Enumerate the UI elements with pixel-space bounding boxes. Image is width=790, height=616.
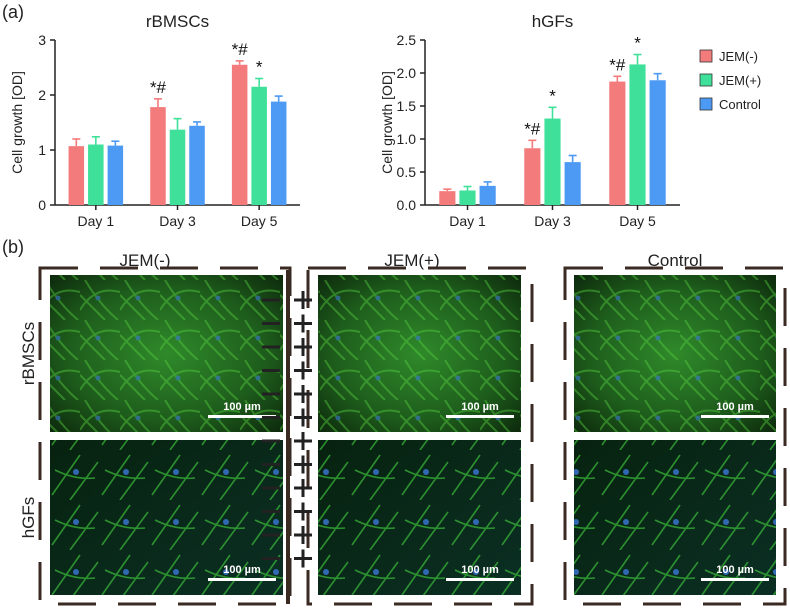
y-tick-label: 0: [38, 197, 46, 213]
micrograph-texture: [318, 275, 521, 432]
scale-bar-label: 100 µm: [461, 564, 499, 576]
micrograph-texture: [318, 440, 521, 595]
bar: [88, 144, 104, 205]
frame: [38, 266, 292, 606]
legend-label: JEM(-): [719, 49, 758, 64]
y-tick-label: 1.0: [397, 131, 417, 147]
frame: [563, 266, 787, 606]
bar: [544, 118, 561, 205]
column-label: JEM(+): [384, 251, 439, 270]
panel-label: (b): [2, 237, 24, 257]
legend-label: JEM(+): [719, 73, 761, 88]
y-axis-label: Cell growth [OD]: [379, 71, 395, 174]
bar: [231, 64, 248, 205]
legend-swatch: [699, 49, 713, 63]
scale-bar-label: 100 µm: [716, 564, 754, 576]
micrograph-texture: [574, 440, 776, 595]
chart-title: rBMSCs: [146, 12, 209, 31]
scale-bar: [208, 415, 276, 418]
micrograph-texture: [50, 275, 283, 432]
scale-bar-label: 100 µm: [223, 564, 261, 576]
scale-bar: [208, 578, 276, 581]
y-tick-label: 3: [38, 32, 46, 48]
significance-label: *#: [609, 55, 626, 74]
bar: [649, 80, 666, 205]
significance-label: *: [634, 34, 641, 53]
bar: [107, 145, 124, 205]
legend-swatch: [699, 73, 713, 87]
scale-bar: [446, 578, 514, 581]
x-tick-label: Day 5: [241, 213, 278, 229]
row-label: hGFs: [19, 497, 38, 539]
scale-bar: [446, 415, 514, 418]
image-grid: 100 µm 100 µm 100 µm 100 µm 100 µm 100 µm: [50, 275, 776, 595]
x-tick-label: Day 3: [159, 213, 196, 229]
significance-label: *: [256, 58, 263, 77]
bar: [189, 125, 205, 205]
x-tick-label: Day 1: [449, 213, 486, 229]
bar: [68, 146, 85, 205]
bar: [629, 64, 646, 205]
bar: [609, 81, 626, 205]
bar: [479, 185, 496, 205]
bar: [251, 86, 267, 205]
scale-bar-label: 100 µm: [716, 401, 754, 413]
micrograph-texture: [574, 275, 776, 432]
panel-label: (a): [2, 2, 24, 22]
legend-swatch: [699, 97, 713, 111]
legend-label: Control: [719, 97, 761, 112]
x-tick-label: Day 1: [78, 213, 115, 229]
significance-label: *#: [150, 78, 167, 97]
significance-label: *: [549, 86, 556, 105]
bar: [459, 190, 476, 205]
scale-bar-label: 100 µm: [223, 401, 261, 413]
y-tick-label: 1.5: [397, 98, 417, 114]
bar: [564, 162, 581, 205]
bar: [524, 148, 541, 205]
bar: [150, 107, 166, 205]
significance-label: *#: [232, 40, 249, 59]
y-tick-label: 2: [38, 87, 46, 103]
significance-label: *#: [524, 119, 541, 138]
chart-title: hGFs: [532, 12, 574, 31]
y-tick-label: 2.0: [397, 65, 417, 81]
scale-bar: [701, 578, 769, 581]
scale-bar-label: 100 µm: [461, 401, 499, 413]
y-tick-label: 0.5: [397, 164, 417, 180]
y-tick-label: 2.5: [397, 32, 417, 48]
bar: [270, 101, 287, 205]
micrograph-texture: [50, 440, 283, 595]
x-tick-label: Day 3: [534, 213, 571, 229]
column-label: JEM(-): [120, 251, 171, 270]
bar: [439, 191, 456, 205]
scale-bar: [701, 415, 769, 418]
y-axis-label: Cell growth [OD]: [9, 71, 25, 174]
x-tick-label: Day 5: [619, 213, 656, 229]
bar: [169, 129, 186, 205]
y-tick-label: 1: [38, 142, 46, 158]
frame: [306, 266, 534, 606]
y-tick-label: 0.0: [397, 197, 417, 213]
row-label: rBMSCs: [19, 322, 38, 385]
column-label: Control: [648, 251, 703, 270]
